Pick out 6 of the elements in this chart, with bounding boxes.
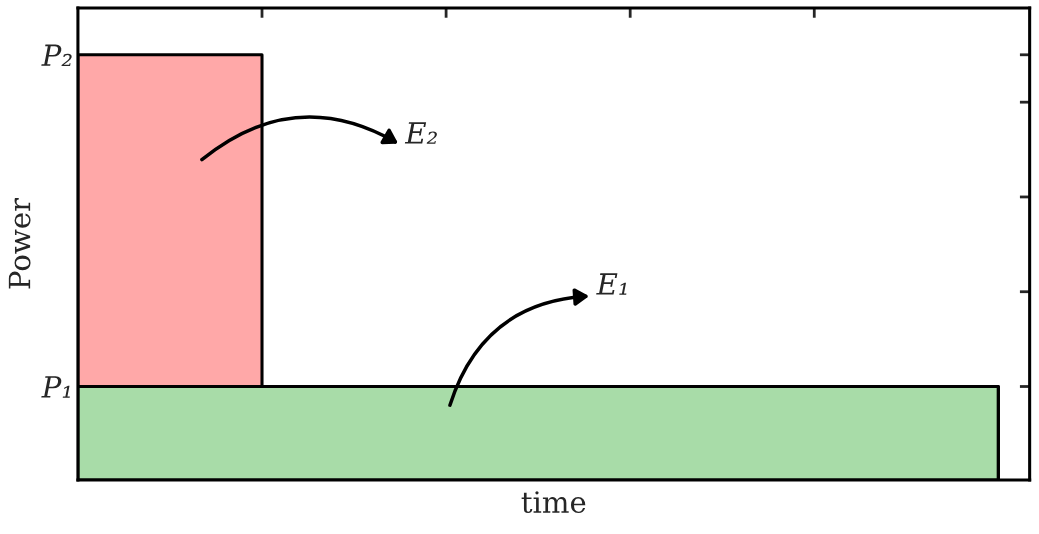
annotation: E₂ (404, 122, 437, 144)
y-axis-title: Power (8, 197, 31, 289)
x-axis-title: time (521, 491, 586, 514)
text: P₁ (41, 376, 70, 398)
annotation: E₁ (596, 273, 627, 295)
text: P₂ (41, 44, 72, 66)
